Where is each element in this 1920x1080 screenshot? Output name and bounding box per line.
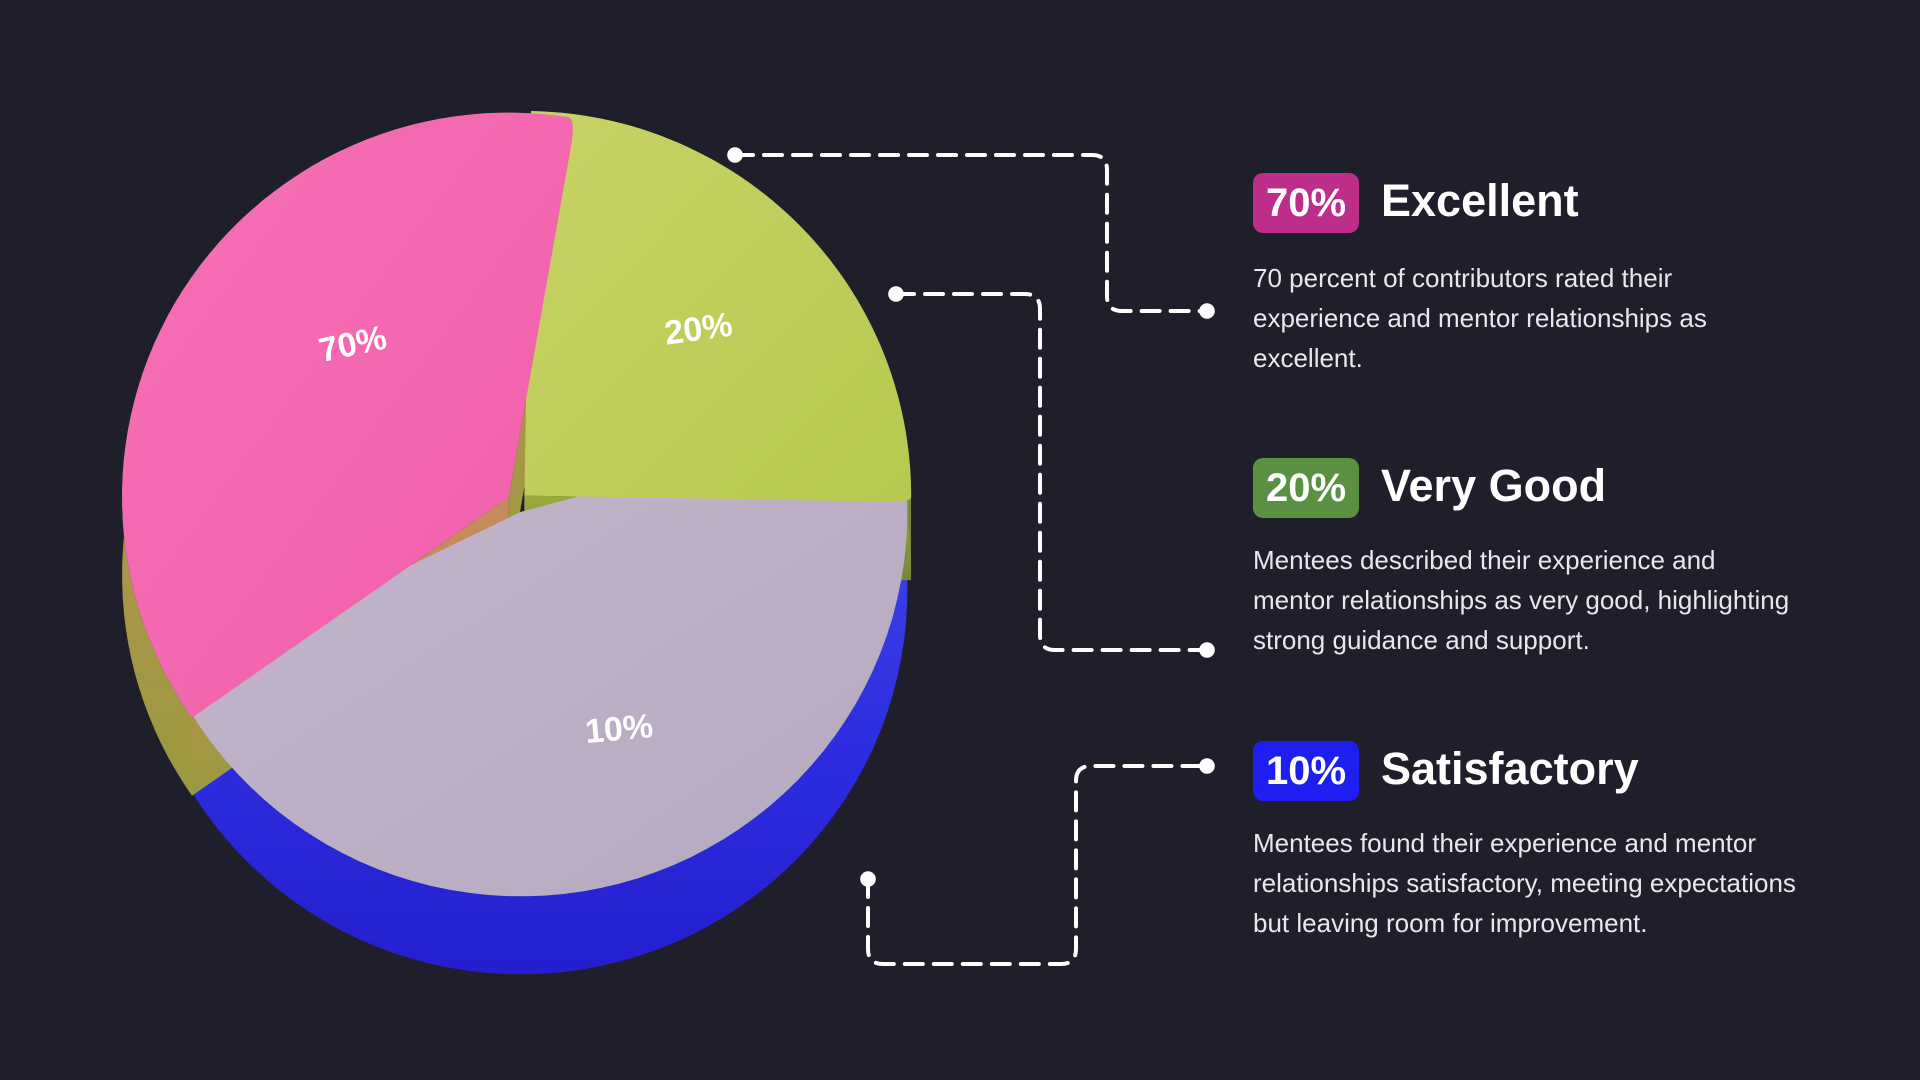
- svg-text:10%: 10%: [583, 707, 654, 751]
